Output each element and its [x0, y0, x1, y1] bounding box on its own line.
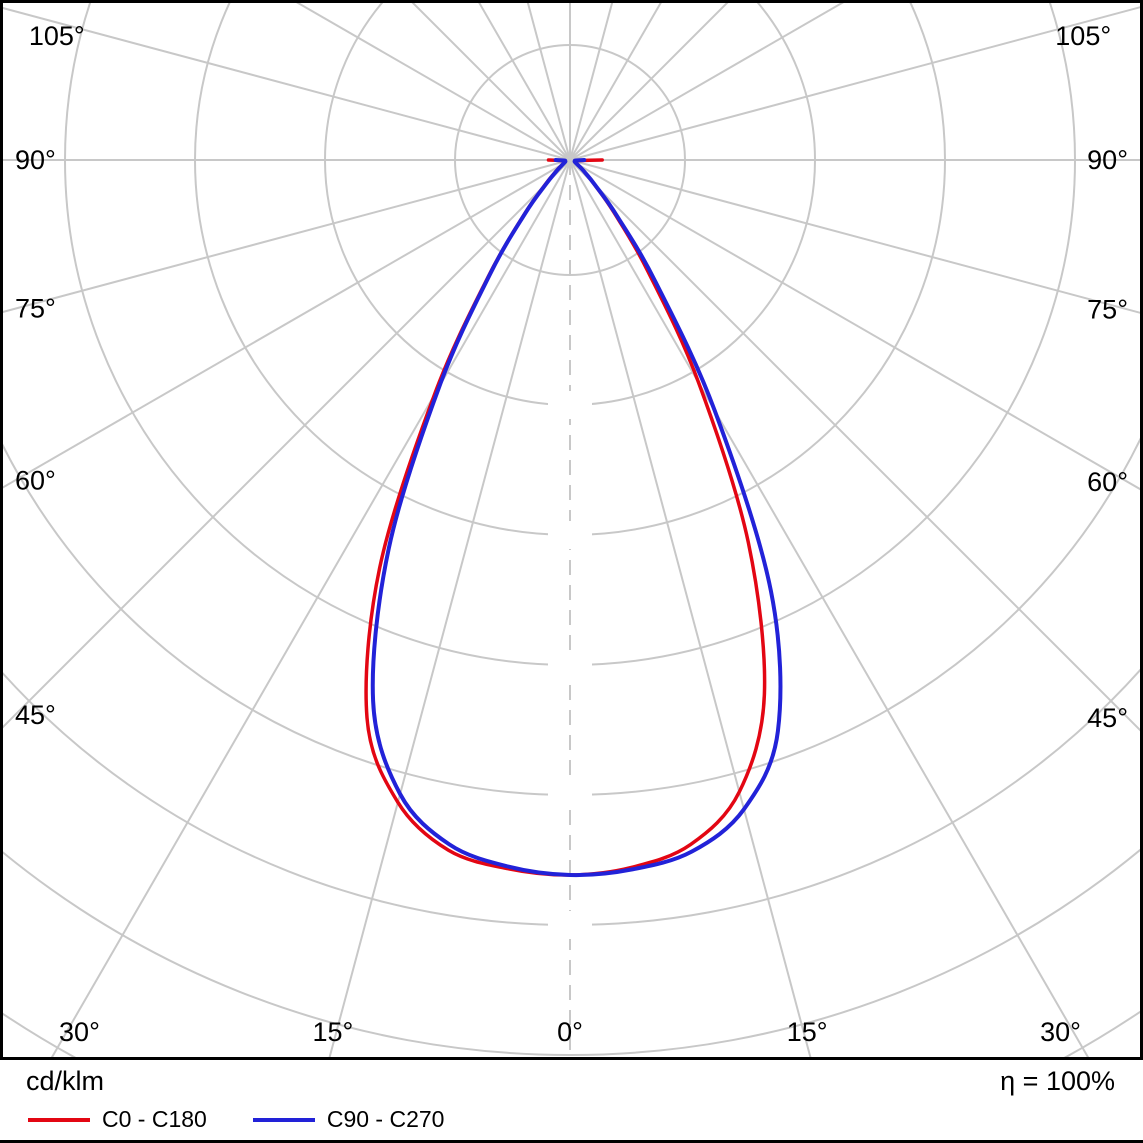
angle-tick-label: 60°	[1087, 467, 1128, 497]
radial-tick-box	[548, 651, 592, 679]
curve-c0-c180	[364, 158, 767, 877]
grid-radial-line	[3, 159, 571, 489]
legend-label-c0-c180: C0 - C180	[102, 1106, 207, 1132]
radial-tick-box	[548, 781, 592, 809]
angle-tick-label: 45°	[15, 700, 56, 730]
chart-footer: cd/klm η = 100% C0 - C180 C90 - C270	[0, 1060, 1143, 1140]
grid-radial-line	[569, 3, 844, 161]
grid-ring	[3, 848, 1140, 1056]
grid-radial-line	[569, 6, 1140, 161]
angle-tick-label: 90°	[1087, 145, 1128, 175]
radial-tick-box	[548, 391, 592, 419]
grid-radial-line	[569, 159, 1090, 1057]
grid-radial-line	[569, 159, 1140, 491]
radial-tick-box	[548, 521, 592, 549]
grid-radial-line	[3, 7, 571, 161]
curve-c90-c270	[370, 158, 783, 878]
grid-radial-line	[569, 159, 1140, 314]
grid-radial-line	[526, 3, 571, 161]
legend-line-c0-c180	[28, 1117, 90, 1122]
angle-tick-label: 45°	[1087, 703, 1128, 733]
grid-radial-line	[3, 159, 571, 313]
legend: C0 - C180 C90 - C270	[28, 1106, 490, 1133]
angle-tick-label: 15°	[312, 1017, 353, 1047]
angle-tick-label: 105°	[1055, 21, 1111, 51]
angle-tick-label: 15°	[787, 1017, 828, 1047]
grid-radial-line	[50, 159, 571, 1057]
grid-radial-line	[569, 3, 614, 161]
grid-radial-line	[328, 159, 571, 1057]
efficiency-label: η = 100%	[1000, 1066, 1115, 1096]
legend-label-c90-c270: C90 - C270	[326, 1106, 445, 1132]
angle-tick-label: 75°	[1087, 295, 1128, 325]
angle-tick-label: 0°	[557, 1017, 583, 1047]
angle-tick-label: 105°	[29, 21, 85, 51]
angle-tick-label: 75°	[15, 294, 56, 324]
grid-radial-line	[569, 159, 812, 1057]
grid-radial-line	[569, 159, 1140, 732]
polar-plot-frame: 0° 15° 15° 30° 30° 45° 45° 60° 60° 75° 75° 90° 90° 10…	[0, 0, 1143, 1060]
grid-radial-line	[296, 3, 571, 161]
angle-tick-label: 90°	[15, 145, 56, 175]
grid-ring	[454, 44, 686, 276]
polar-chart-svg: 0° 15° 15° 30° 30° 45° 45° 60° 60° 75° 75° 90° 90° 10…	[3, 3, 1140, 1057]
angle-tick-label: 60°	[15, 465, 56, 495]
grid-radial-line	[3, 159, 571, 729]
angle-tick-label: 30°	[59, 1017, 100, 1047]
legend-line-c90-c270	[252, 1117, 315, 1122]
units-label: cd/klm	[26, 1066, 105, 1096]
radial-tick-box	[548, 911, 592, 939]
angle-tick-label: 30°	[1040, 1017, 1081, 1047]
